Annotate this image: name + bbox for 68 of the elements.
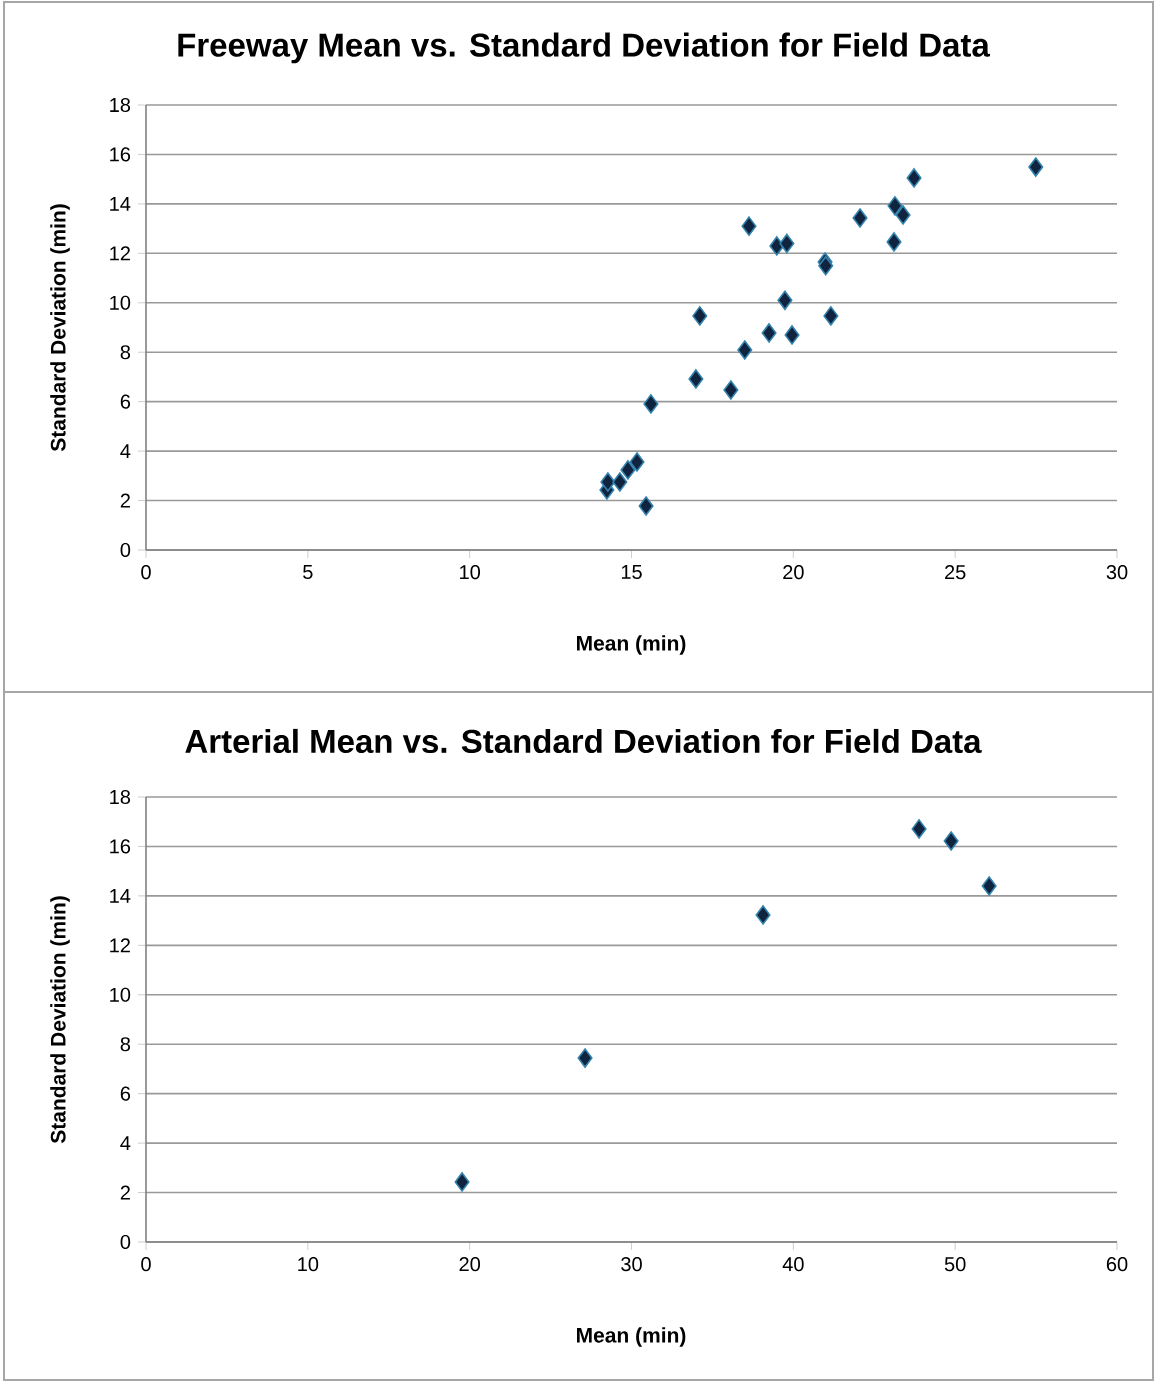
- point: [600, 472, 616, 492]
- y-tick-label: 18: [110, 97, 131, 113]
- point: [723, 380, 739, 400]
- x-tick-label: 5: [303, 565, 313, 580]
- y-tick-label: 2: [120, 1185, 130, 1200]
- x-axis-title: Mean (min): [577, 635, 686, 655]
- point: [629, 452, 645, 472]
- point: [887, 196, 903, 216]
- x-tick-label: 30: [621, 1257, 642, 1272]
- x-tick-label: 10: [460, 565, 481, 580]
- y-tick-label: 14: [110, 196, 131, 211]
- y-axis-title: Standard Deviation (min): [50, 204, 70, 452]
- y-tick-label: 4: [120, 1136, 131, 1150]
- x-tick-label: 15: [621, 565, 642, 580]
- x-tick-label: 10: [298, 1257, 319, 1272]
- point: [643, 394, 659, 414]
- y-tick-label: 6: [120, 1086, 131, 1101]
- point: [895, 205, 911, 225]
- chart-title: Freeway Mean vs. Standard Deviation for Field Data: [178, 32, 990, 64]
- point: [741, 216, 757, 236]
- y-tick-label: 14: [110, 889, 131, 903]
- y-tick-label: 10: [110, 987, 131, 1002]
- y-tick-label: 4: [120, 444, 131, 458]
- x-tick-label: 25: [945, 565, 966, 580]
- point: [784, 325, 800, 345]
- point: [737, 340, 753, 360]
- point: [620, 460, 636, 480]
- y-tick-label: 12: [110, 938, 130, 953]
- point: [577, 1048, 593, 1068]
- y-axis-title: Standard Deviation (min): [50, 896, 70, 1144]
- point: [692, 306, 708, 326]
- x-tick-label: 0: [141, 565, 151, 580]
- point: [981, 876, 997, 896]
- y-tick-label: 12: [110, 246, 130, 261]
- point: [1028, 157, 1044, 177]
- point: [761, 323, 777, 343]
- point: [688, 369, 704, 389]
- y-tick-label: 8: [120, 1037, 131, 1052]
- y-tick-label: 0: [120, 542, 131, 558]
- point: [906, 168, 922, 188]
- x-tick-label: 50: [944, 1257, 966, 1272]
- x-tick-label: 30: [1106, 565, 1128, 580]
- point: [638, 496, 654, 516]
- point: [886, 232, 902, 252]
- point: [612, 472, 628, 492]
- y-tick-label: 6: [120, 394, 131, 409]
- point: [911, 819, 927, 839]
- x-tick-label: 0: [141, 1257, 151, 1272]
- y-tick-label: 8: [120, 345, 131, 360]
- x-tick-label: 20: [783, 565, 804, 580]
- point: [779, 233, 795, 254]
- point: [777, 290, 793, 311]
- x-axis-title: Mean (min): [577, 1327, 686, 1347]
- y-tick-label: 0: [120, 1234, 131, 1250]
- x-tick-label: 60: [1106, 1257, 1128, 1272]
- chart-title: Arterial Mean vs. Standard Deviation for Field Data: [185, 728, 982, 754]
- point: [454, 1172, 470, 1192]
- x-tick-label: 20: [459, 1257, 481, 1272]
- y-tick-label: 10: [110, 295, 131, 310]
- y-tick-label: 16: [110, 147, 131, 162]
- y-tick-label: 18: [110, 789, 131, 805]
- point: [943, 831, 959, 851]
- point: [755, 905, 771, 925]
- x-tick-label: 40: [782, 1257, 804, 1272]
- point: [852, 208, 868, 228]
- point: [823, 306, 839, 326]
- y-tick-label: 16: [110, 839, 131, 854]
- y-tick-label: 2: [120, 493, 130, 508]
